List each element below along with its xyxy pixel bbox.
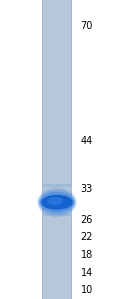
Ellipse shape	[39, 190, 75, 214]
Text: 70: 70	[81, 22, 93, 31]
Text: 10: 10	[81, 285, 93, 295]
Ellipse shape	[38, 188, 76, 216]
Text: 33: 33	[81, 184, 93, 194]
Text: 26: 26	[81, 215, 93, 225]
Text: 14: 14	[81, 268, 93, 277]
Text: 44: 44	[81, 136, 93, 146]
Ellipse shape	[41, 195, 73, 210]
Ellipse shape	[42, 196, 72, 209]
Ellipse shape	[48, 198, 62, 204]
Ellipse shape	[40, 192, 74, 212]
Text: 18: 18	[81, 250, 93, 260]
Text: 22: 22	[81, 232, 93, 242]
